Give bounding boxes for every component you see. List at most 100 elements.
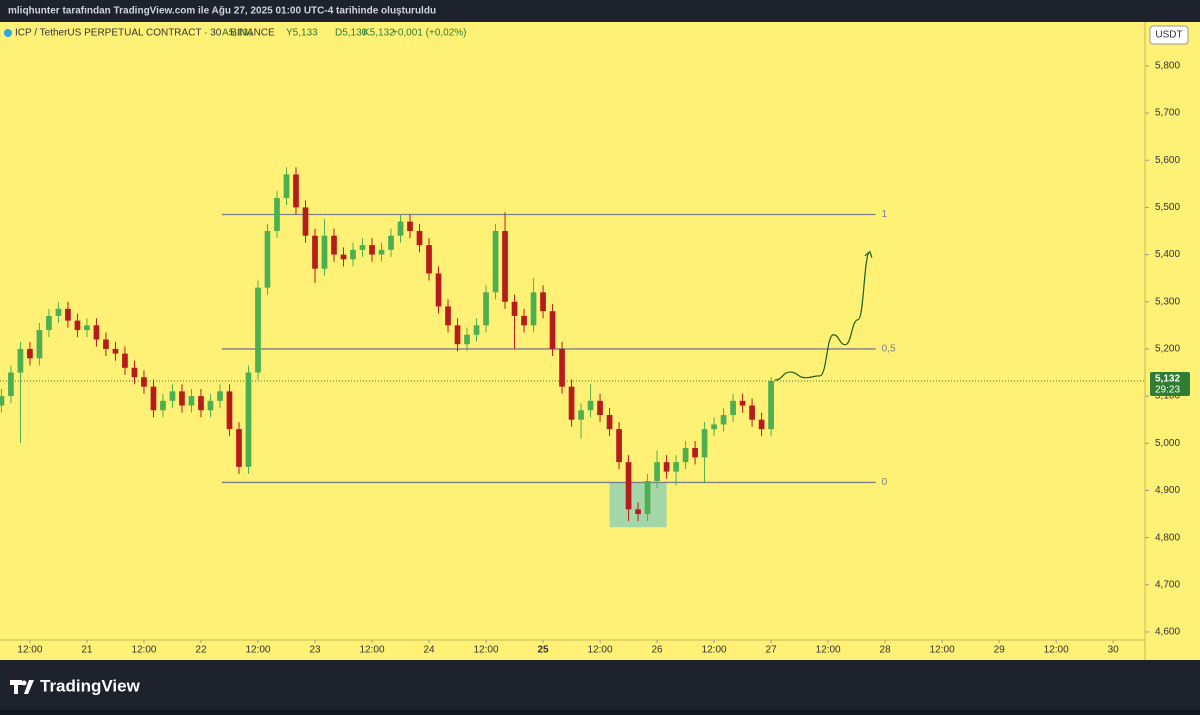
candle-body (274, 197, 280, 231)
y-tick-label: 4,800 (1155, 532, 1180, 543)
candle-body (616, 429, 622, 463)
candle-body (74, 320, 81, 331)
candle-body (369, 245, 375, 255)
candle-body (207, 400, 214, 411)
candle-body (559, 348, 565, 387)
candle-body (711, 424, 717, 430)
symbol-icon (4, 29, 12, 37)
candle-body (416, 230, 423, 246)
fib-label: 0,5 (882, 344, 896, 355)
currency-box[interactable] (1149, 25, 1189, 45)
candle-body (8, 372, 14, 397)
candle-body (245, 372, 252, 467)
candle-body (17, 348, 24, 373)
x-tick-label: 30 (1108, 645, 1120, 656)
y-tick-label: 5,800 (1155, 61, 1180, 72)
candle-body (378, 249, 385, 255)
projection-arrow (864, 250, 873, 258)
chart-background (0, 22, 1200, 660)
candle-body (682, 447, 689, 463)
candle-body (625, 462, 632, 510)
y-tick-label: 5,500 (1155, 202, 1180, 213)
last-price-box (1150, 372, 1190, 397)
legend-close: K5,132 (363, 28, 395, 39)
x-tick-label: 12:00 (588, 645, 613, 656)
x-tick-label: 21 (81, 645, 93, 656)
candle-body (65, 308, 71, 321)
x-tick-label: 28 (880, 645, 892, 656)
candle-body (217, 391, 223, 401)
x-tick-label: 27 (766, 645, 778, 656)
candle-body (758, 419, 765, 430)
candle-body (654, 462, 660, 482)
candle-body (701, 429, 708, 458)
candle-body (36, 330, 43, 359)
candle-body (768, 381, 774, 430)
fib-label: 0 (882, 477, 888, 488)
fib-label: 1 (882, 209, 888, 220)
candle-body (103, 339, 109, 349)
y-tick-label: 5,400 (1155, 249, 1180, 260)
candle-body (188, 396, 195, 406)
candle-body (302, 207, 309, 236)
countdown-label: 29:23 (1155, 385, 1180, 396)
candle-body (122, 353, 128, 368)
candle-body (84, 325, 90, 331)
candle-body (93, 325, 100, 340)
candle-body (131, 367, 138, 378)
footer-brand: TradingView (40, 676, 141, 695)
legend-low: D5,130 (335, 28, 368, 39)
y-tick-label: 5,700 (1155, 108, 1180, 119)
candle-body (663, 462, 670, 472)
top-bar (0, 0, 1200, 22)
y-tick-label: 5,000 (1155, 438, 1180, 449)
candle-body (0, 396, 5, 406)
x-tick-label: 12:00 (930, 645, 955, 656)
candle-body (492, 230, 499, 293)
candle-body (359, 245, 366, 250)
candle-body (587, 400, 594, 411)
candle-body (350, 249, 356, 260)
candle-body (198, 396, 204, 411)
candle-body (673, 462, 679, 472)
candle-body (179, 391, 185, 406)
candle-body (739, 400, 746, 406)
candle-body (226, 391, 233, 430)
candle-body (644, 481, 651, 515)
candle-body (473, 325, 480, 335)
x-tick-label: 22 (195, 645, 207, 656)
y-tick-label: 5,300 (1155, 296, 1180, 307)
x-tick-label: 12:00 (1044, 645, 1069, 656)
y-tick-label: 4,600 (1155, 627, 1180, 638)
candle-body (283, 174, 290, 198)
candle-body (502, 230, 508, 302)
candle-body (530, 292, 537, 326)
candle-body (27, 348, 33, 359)
y-tick-label: 4,900 (1155, 485, 1180, 496)
candle-body (141, 377, 147, 387)
candle-body (749, 405, 755, 420)
candle-body (236, 429, 242, 467)
legend-change: +0,001 (+0,02%) (392, 28, 467, 39)
candle-body (578, 410, 584, 420)
candle-body (160, 400, 166, 411)
candle-body (730, 400, 736, 415)
last-price-label: 5,132 (1155, 374, 1180, 385)
x-tick-label: 12:00 (17, 645, 42, 656)
candle-body (340, 254, 347, 260)
x-tick-label: 12:00 (131, 645, 156, 656)
candle-body (293, 174, 299, 208)
x-tick-label: 12:00 (359, 645, 384, 656)
y-tick-label: 5,100 (1155, 391, 1180, 402)
x-tick-label: 12:00 (474, 645, 499, 656)
tv-logo (10, 680, 34, 694)
legend-symbol: ICP / TetherUS PERPETUAL CONTRACT · 30 ·… (15, 28, 275, 39)
legend-high: Y5,133 (286, 28, 318, 39)
y-tick-label: 5,200 (1155, 344, 1180, 355)
candle-body (264, 230, 271, 288)
candle-body (55, 308, 62, 316)
candle-body (635, 509, 641, 515)
candle-body (426, 245, 432, 274)
candle-body (464, 334, 470, 345)
candle-body (511, 301, 518, 316)
